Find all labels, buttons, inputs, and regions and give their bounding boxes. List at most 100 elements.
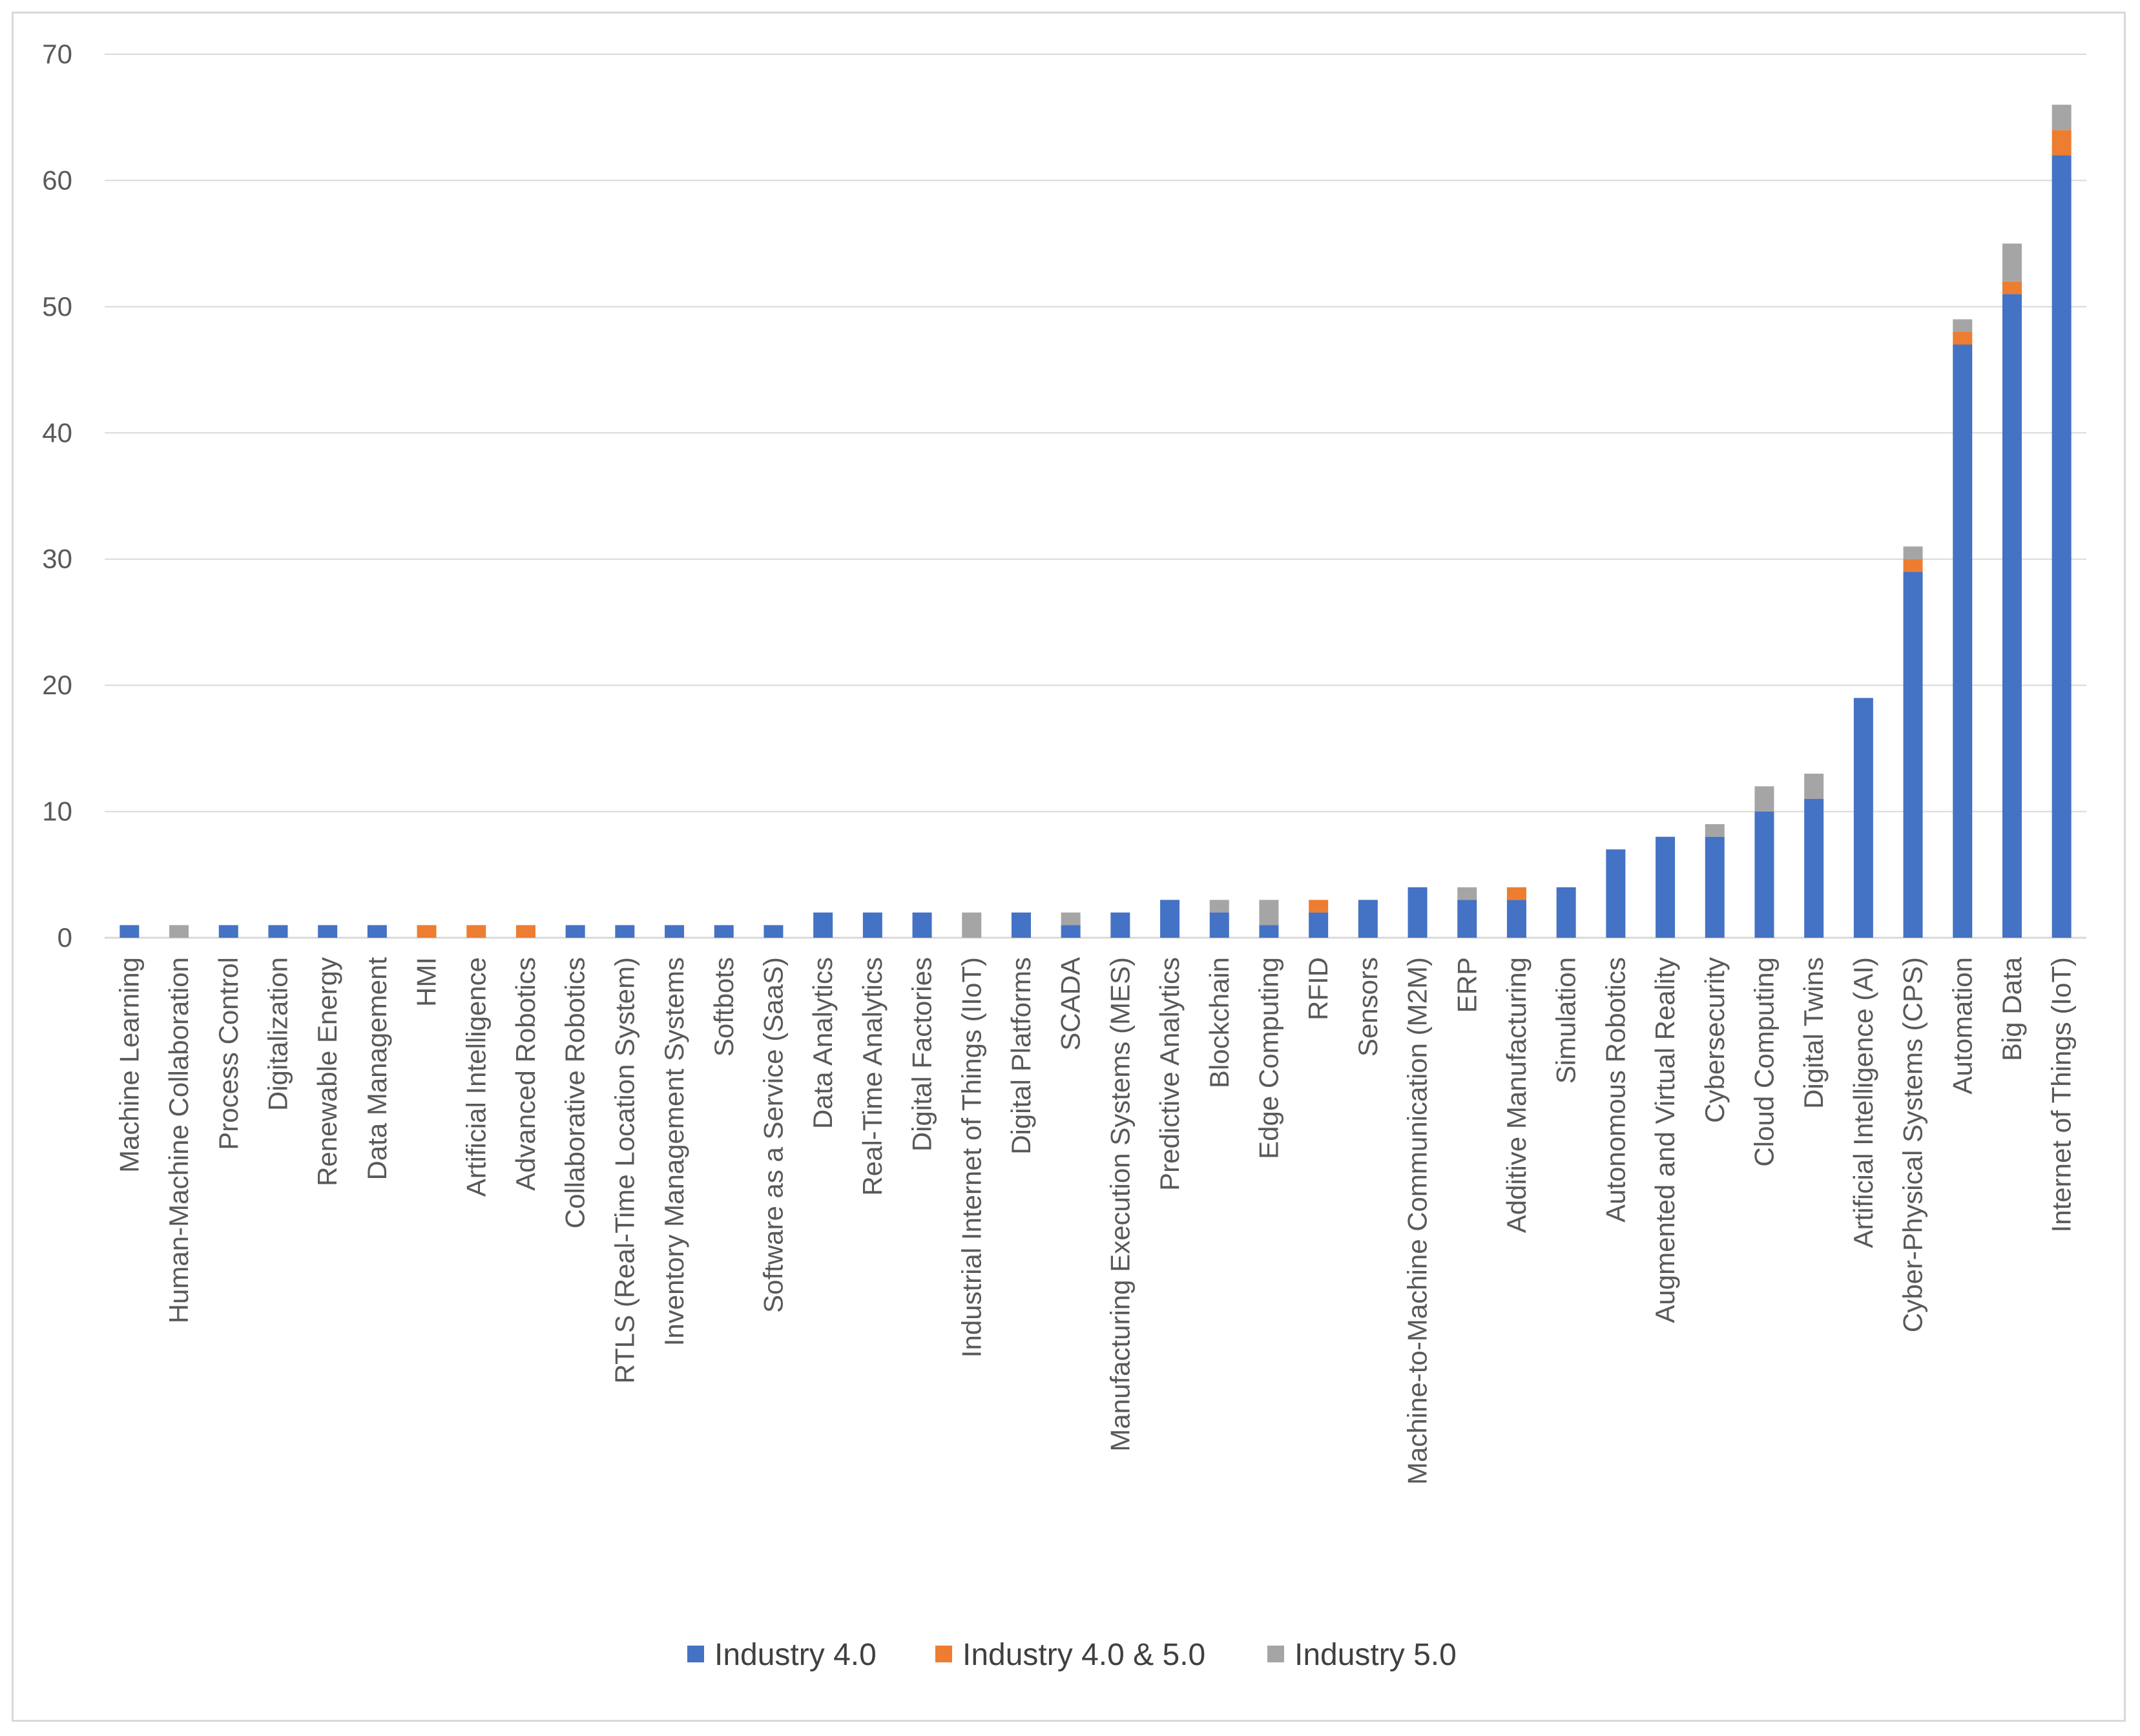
y-tick-label: 30 xyxy=(42,544,72,574)
bar-segment-industry-4 xyxy=(1061,925,1081,938)
y-tick-label: 60 xyxy=(42,165,72,195)
x-tick-label: Artificial Intelligence xyxy=(461,957,491,1197)
x-tick-label: Digitalization xyxy=(262,957,293,1111)
bar-segment-industry-4 xyxy=(665,925,685,938)
x-tick-label: Advanced Robotics xyxy=(510,957,541,1191)
x-tick-label: Softbots xyxy=(709,957,739,1057)
bar-segment-industry-4-and-5 xyxy=(2002,281,2022,294)
bar-segment-industry-5 xyxy=(1209,900,1229,913)
bar-segment-industry-4 xyxy=(1457,900,1477,938)
x-tick-label: Process Control xyxy=(213,957,244,1150)
bar-segment-industry-4-and-5 xyxy=(466,925,486,938)
bar-segment-industry-4 xyxy=(318,925,338,938)
bar-segment-industry-4 xyxy=(1358,900,1378,938)
bar-segment-industry-4 xyxy=(1556,887,1576,938)
bar-segment-industry-4 xyxy=(1606,849,1626,938)
x-tick-label: Industrial Internet of Things (IIoT) xyxy=(956,957,986,1358)
y-tick-label: 40 xyxy=(42,417,72,448)
bar-segment-industry-4 xyxy=(1754,811,1774,938)
bar-segment-industry-5 xyxy=(962,912,982,938)
bar-segment-industry-4 xyxy=(1853,698,1873,938)
bar-segment-industry-5 xyxy=(1457,887,1477,900)
x-tick-label: Sensors xyxy=(1353,957,1383,1057)
bar-segment-industry-4 xyxy=(1408,887,1428,938)
x-tick-label: Real-Time Analytics xyxy=(857,957,888,1196)
x-tick-label: Machine-to-Machine Communication (M2M) xyxy=(1402,957,1433,1485)
x-tick-label: Augmented and Virtual Reality xyxy=(1650,957,1680,1323)
x-tick-label: Human-Machine Collaboration xyxy=(163,957,194,1323)
x-tick-label: Data Analytics xyxy=(807,957,838,1129)
bar-segment-industry-4 xyxy=(268,925,288,938)
bar-segment-industry-5 xyxy=(1061,912,1081,925)
legend-label: Industry 4.0 & 5.0 xyxy=(962,1638,1205,1672)
bar-segment-industry-4 xyxy=(1110,912,1130,938)
x-tick-label: Internet of Things (IoT) xyxy=(2046,957,2077,1232)
bar-segment-industry-4 xyxy=(813,912,833,938)
x-tick-label: RFID xyxy=(1303,957,1333,1020)
x-tick-label: Simulation xyxy=(1551,957,1581,1084)
x-tick-label: Predictive Analytics xyxy=(1154,957,1185,1191)
bar-segment-industry-4 xyxy=(912,912,932,938)
legend-label: Industry 5.0 xyxy=(1294,1638,1457,1672)
bar-segment-industry-4 xyxy=(2002,294,2022,938)
bar-segment-industry-4 xyxy=(1160,900,1180,938)
x-tick-label: Cloud Computing xyxy=(1749,957,1779,1167)
y-tick-label: 50 xyxy=(42,291,72,322)
bar-segment-industry-5 xyxy=(1804,773,1824,800)
x-tick-label: Additive Manufacturing xyxy=(1501,957,1532,1233)
bar-segment-industry-4 xyxy=(119,925,140,938)
bar-segment-industry-4 xyxy=(1506,900,1526,938)
y-tick-label: 20 xyxy=(42,670,72,700)
x-tick-label: Manufacturing Execution Systems (MES) xyxy=(1105,957,1135,1452)
bar-segment-industry-4 xyxy=(1656,836,1676,938)
y-tick-label: 0 xyxy=(57,922,72,953)
bar-segment-industry-4-and-5 xyxy=(1953,331,1973,345)
bar-segment-industry-5 xyxy=(1259,900,1279,925)
bar-segment-industry-4 xyxy=(1804,799,1824,938)
bar-segment-industry-4 xyxy=(1705,836,1725,938)
x-tick-label: Digital Factories xyxy=(907,957,937,1152)
x-axis: Machine Learning Human-Machine Collaborat… xyxy=(114,956,2076,1485)
bar-segment-industry-4 xyxy=(862,912,882,938)
x-tick-label: Inventory Management Systems xyxy=(659,957,689,1346)
x-tick-label: SCADA xyxy=(1055,957,1086,1051)
bar-segment-industry-4-and-5 xyxy=(515,925,535,938)
x-tick-label: Cybersecurity xyxy=(1699,957,1730,1123)
bar-segment-industry-4 xyxy=(1953,344,1973,938)
x-tick-label: RTLS (Real-Time Location System) xyxy=(609,957,639,1384)
x-tick-label: ERP xyxy=(1451,957,1482,1013)
legend-swatch xyxy=(1267,1646,1284,1662)
x-tick-label: Automation xyxy=(1947,957,1977,1094)
x-tick-label: Edge Computing xyxy=(1253,957,1283,1159)
bar-segment-industry-4 xyxy=(218,925,238,938)
legend-label: Industry 4.0 xyxy=(714,1638,877,1672)
bar-segment-industry-4-and-5 xyxy=(1903,559,1923,572)
x-tick-label: Renewable Energy xyxy=(312,957,342,1186)
bar-segment-industry-4 xyxy=(367,925,387,938)
x-tick-label: Big Data xyxy=(1997,956,2027,1061)
x-tick-label: Blockchain xyxy=(1204,957,1234,1088)
x-tick-label: Autonomous Robotics xyxy=(1600,957,1630,1223)
bar-segment-industry-4-and-5 xyxy=(2052,130,2072,156)
y-axis: 0 10 20 30 40 50 60 70 xyxy=(42,39,72,953)
x-tick-label: HMI xyxy=(411,957,442,1007)
bar-segment-industry-4 xyxy=(1011,912,1031,938)
bar-segment-industry-4 xyxy=(764,925,784,938)
x-tick-label: Cyber-Physical Systems (CPS) xyxy=(1898,957,1928,1332)
bar-segment-industry-4 xyxy=(1209,912,1229,938)
x-tick-label: Digital Twins xyxy=(1798,957,1829,1109)
x-tick-label: Software as a Service (SaaS) xyxy=(758,957,788,1313)
bar-segment-industry-5 xyxy=(1903,546,1923,559)
bar-segment-industry-4 xyxy=(615,925,635,938)
bar-segment-industry-4 xyxy=(714,925,734,938)
bars xyxy=(119,105,2072,938)
bar-segment-industry-5 xyxy=(2052,105,2072,130)
x-tick-label: Data Management xyxy=(362,957,392,1181)
bar-segment-industry-4-and-5 xyxy=(417,925,437,938)
bar-segment-industry-4-and-5 xyxy=(1506,887,1526,900)
bar-segment-industry-5 xyxy=(1705,824,1725,837)
x-tick-label: Collaborative Robotics xyxy=(560,957,590,1228)
y-tick-label: 10 xyxy=(42,796,72,827)
bar-segment-industry-4 xyxy=(1903,572,1923,938)
